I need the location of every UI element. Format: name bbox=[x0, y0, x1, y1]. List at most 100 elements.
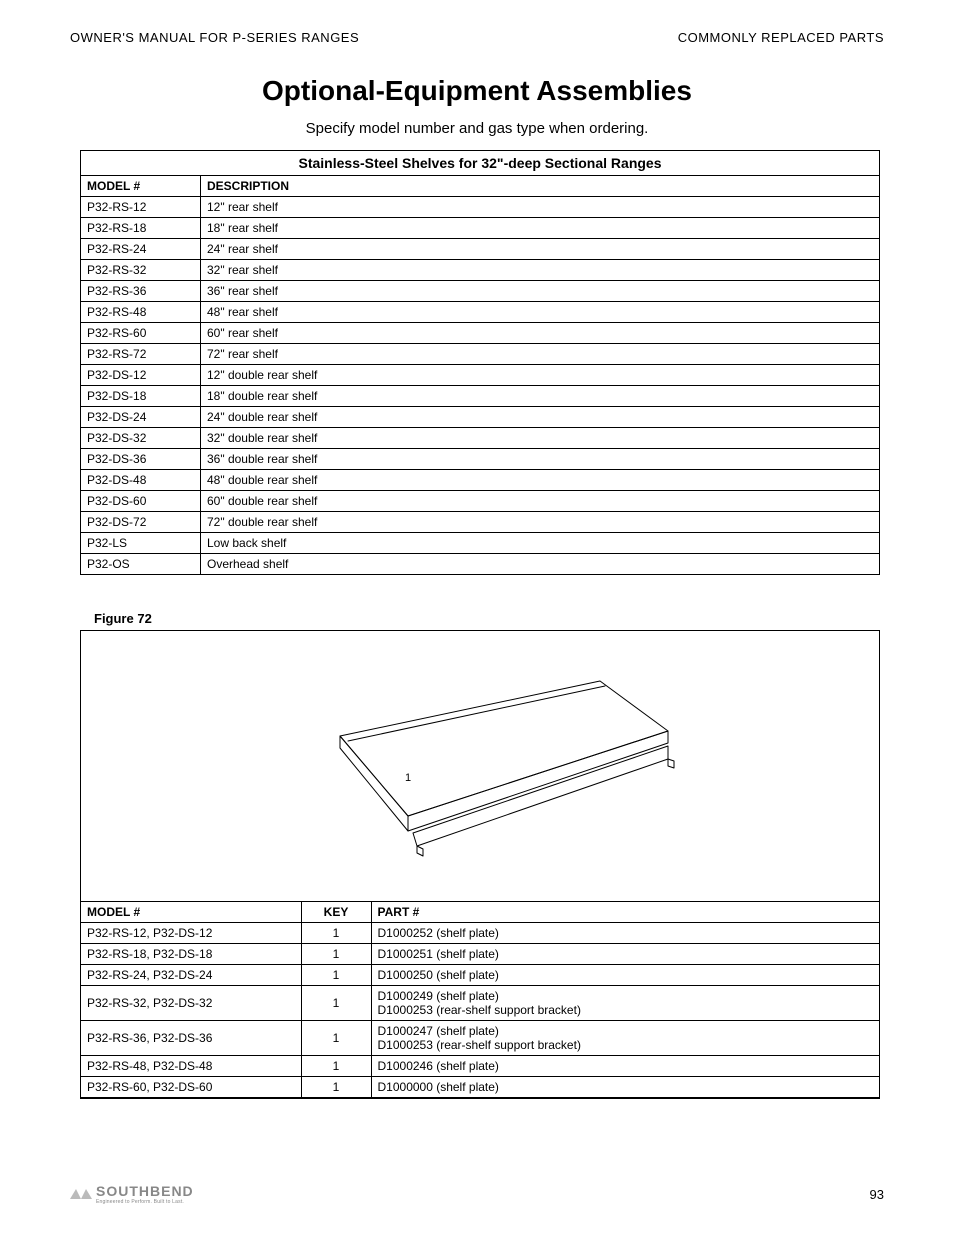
cell-model: P32-OS bbox=[81, 554, 201, 575]
parts-table: MODEL # KEY PART # P32-RS-12, P32-DS-121… bbox=[81, 901, 879, 1098]
cell-model: P32-RS-24 bbox=[81, 239, 201, 260]
table-row: P32-RS-4848" rear shelf bbox=[81, 302, 880, 323]
table-title: Stainless-Steel Shelves for 32"-deep Sec… bbox=[81, 151, 880, 176]
table-row: P32-RS-48, P32-DS-481D1000246 (shelf pla… bbox=[81, 1056, 879, 1077]
cell-desc: 48" double rear shelf bbox=[201, 470, 880, 491]
table-row: P32-RS-24, P32-DS-241D1000250 (shelf pla… bbox=[81, 965, 879, 986]
cell-model: P32-DS-48 bbox=[81, 470, 201, 491]
cell-part: D1000247 (shelf plate) D1000253 (rear-sh… bbox=[371, 1021, 879, 1056]
cell-desc: 18" double rear shelf bbox=[201, 386, 880, 407]
cell-model: P32-DS-36 bbox=[81, 449, 201, 470]
table-row: P32-RS-1212" rear shelf bbox=[81, 197, 880, 218]
cell-model: P32-RS-48, P32-DS-48 bbox=[81, 1056, 301, 1077]
cell-model: P32-RS-36, P32-DS-36 bbox=[81, 1021, 301, 1056]
page-number: 93 bbox=[870, 1187, 884, 1202]
shelf-diagram: 1 bbox=[270, 651, 690, 891]
cell-part: D1000246 (shelf plate) bbox=[371, 1056, 879, 1077]
table-row: P32-DS-1212" double rear shelf bbox=[81, 365, 880, 386]
table-row: P32-RS-18, P32-DS-181D1000251 (shelf pla… bbox=[81, 944, 879, 965]
cell-model: P32-RS-24, P32-DS-24 bbox=[81, 965, 301, 986]
page-footer: SOUTHBEND Engineered to Perform. Built t… bbox=[70, 1183, 884, 1205]
cell-part: D1000249 (shelf plate) D1000253 (rear-sh… bbox=[371, 986, 879, 1021]
table-row: P32-DS-4848" double rear shelf bbox=[81, 470, 880, 491]
cell-key: 1 bbox=[301, 986, 371, 1021]
brand-logo: SOUTHBEND Engineered to Perform. Built t… bbox=[70, 1183, 194, 1205]
table-row: P32-RS-6060" rear shelf bbox=[81, 323, 880, 344]
col-header-desc: DESCRIPTION bbox=[201, 176, 880, 197]
figure-box: Figure 72 1 MODEL # KEY PART # P32-RS-12… bbox=[80, 630, 880, 1099]
cell-model: P32-RS-72 bbox=[81, 344, 201, 365]
table-row: P32-DS-2424" double rear shelf bbox=[81, 407, 880, 428]
cell-model: P32-DS-32 bbox=[81, 428, 201, 449]
cell-desc: 36" double rear shelf bbox=[201, 449, 880, 470]
table-header-row: MODEL # KEY PART # bbox=[81, 902, 879, 923]
table-row: P32-RS-7272" rear shelf bbox=[81, 344, 880, 365]
cell-part: D1000250 (shelf plate) bbox=[371, 965, 879, 986]
cell-desc: 24" double rear shelf bbox=[201, 407, 880, 428]
cell-desc: 36" rear shelf bbox=[201, 281, 880, 302]
table-row: P32-RS-3232" rear shelf bbox=[81, 260, 880, 281]
table-title-row: Stainless-Steel Shelves for 32"-deep Sec… bbox=[81, 151, 880, 176]
table-row: P32-RS-2424" rear shelf bbox=[81, 239, 880, 260]
cell-model: P32-RS-60 bbox=[81, 323, 201, 344]
page-subtitle: Specify model number and gas type when o… bbox=[0, 120, 954, 137]
cell-model: P32-RS-12 bbox=[81, 197, 201, 218]
cell-desc: 18" rear shelf bbox=[201, 218, 880, 239]
cell-model: P32-DS-18 bbox=[81, 386, 201, 407]
cell-model: P32-DS-60 bbox=[81, 491, 201, 512]
cell-desc: 72" rear shelf bbox=[201, 344, 880, 365]
table-row: P32-RS-36, P32-DS-361D1000247 (shelf pla… bbox=[81, 1021, 879, 1056]
cell-model: P32-DS-24 bbox=[81, 407, 201, 428]
col-header-key: KEY bbox=[301, 902, 371, 923]
cell-model: P32-DS-72 bbox=[81, 512, 201, 533]
table-row: P32-DS-3232" double rear shelf bbox=[81, 428, 880, 449]
cell-part: D1000252 (shelf plate) bbox=[371, 923, 879, 944]
cell-desc: 48" rear shelf bbox=[201, 302, 880, 323]
table-row: P32-RS-32, P32-DS-321D1000249 (shelf pla… bbox=[81, 986, 879, 1021]
cell-model: P32-DS-12 bbox=[81, 365, 201, 386]
cell-desc: 32" double rear shelf bbox=[201, 428, 880, 449]
table-row: P32-RS-12, P32-DS-121D1000252 (shelf pla… bbox=[81, 923, 879, 944]
table-row: P32-DS-7272" double rear shelf bbox=[81, 512, 880, 533]
cell-desc: Low back shelf bbox=[201, 533, 880, 554]
cell-model: P32-RS-48 bbox=[81, 302, 201, 323]
cell-desc: 12" double rear shelf bbox=[201, 365, 880, 386]
cell-desc: 12" rear shelf bbox=[201, 197, 880, 218]
header-left: OWNER'S MANUAL FOR P-SERIES RANGES bbox=[70, 30, 359, 45]
cell-model: P32-RS-18 bbox=[81, 218, 201, 239]
cell-desc: 32" rear shelf bbox=[201, 260, 880, 281]
cell-desc: 60" rear shelf bbox=[201, 323, 880, 344]
cell-model: P32-RS-60, P32-DS-60 bbox=[81, 1077, 301, 1098]
cell-model: P32-RS-18, P32-DS-18 bbox=[81, 944, 301, 965]
table-row: P32-RS-1818" rear shelf bbox=[81, 218, 880, 239]
table-row: P32-DS-3636" double rear shelf bbox=[81, 449, 880, 470]
logo-text: SOUTHBEND bbox=[96, 1183, 194, 1199]
cell-desc: 60" double rear shelf bbox=[201, 491, 880, 512]
table-row: P32-RS-60, P32-DS-601D1000000 (shelf pla… bbox=[81, 1077, 879, 1098]
cell-part: D1000000 (shelf plate) bbox=[371, 1077, 879, 1098]
cell-key: 1 bbox=[301, 1021, 371, 1056]
shelves-table: Stainless-Steel Shelves for 32"-deep Sec… bbox=[80, 150, 880, 575]
table-row: P32-DS-6060" double rear shelf bbox=[81, 491, 880, 512]
cell-model: P32-RS-12, P32-DS-12 bbox=[81, 923, 301, 944]
cell-model: P32-LS bbox=[81, 533, 201, 554]
figure-label: Figure 72 bbox=[86, 611, 160, 626]
cell-key: 1 bbox=[301, 944, 371, 965]
page-title: Optional-Equipment Assemblies bbox=[0, 75, 954, 107]
cell-part: D1000251 (shelf plate) bbox=[371, 944, 879, 965]
table-row: P32-OSOverhead shelf bbox=[81, 554, 880, 575]
cell-desc: 72" double rear shelf bbox=[201, 512, 880, 533]
logo-tagline: Engineered to Perform. Built to Last. bbox=[96, 1199, 194, 1205]
cell-key: 1 bbox=[301, 1056, 371, 1077]
col-header-part: PART # bbox=[371, 902, 879, 923]
cell-desc: Overhead shelf bbox=[201, 554, 880, 575]
table-header-row: MODEL # DESCRIPTION bbox=[81, 176, 880, 197]
header-right: COMMONLY REPLACED PARTS bbox=[678, 30, 884, 45]
page-header: OWNER'S MANUAL FOR P-SERIES RANGES COMMO… bbox=[70, 30, 884, 45]
svg-text:1: 1 bbox=[405, 772, 411, 784]
col-header-model: MODEL # bbox=[81, 176, 201, 197]
table-row: P32-RS-3636" rear shelf bbox=[81, 281, 880, 302]
cell-desc: 24" rear shelf bbox=[201, 239, 880, 260]
cell-model: P32-RS-32 bbox=[81, 260, 201, 281]
table-row: P32-DS-1818" double rear shelf bbox=[81, 386, 880, 407]
